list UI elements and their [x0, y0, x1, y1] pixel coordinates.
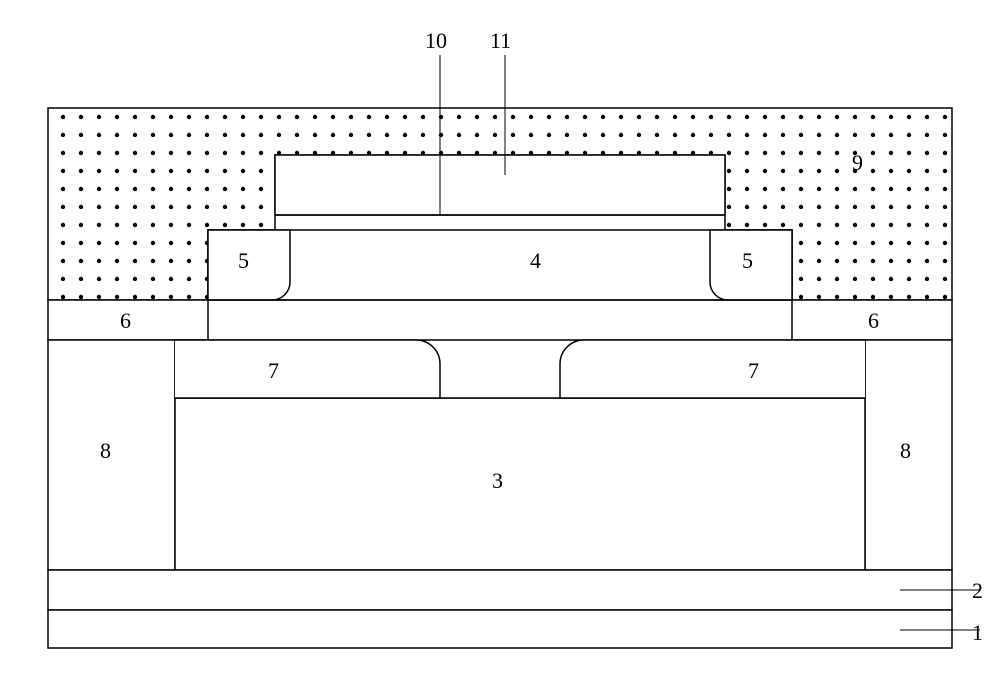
label-2: 2 [972, 578, 983, 604]
label-3: 3 [492, 468, 503, 494]
label-10: 10 [425, 28, 447, 54]
label-6-right: 6 [868, 308, 879, 334]
label-8-right: 8 [900, 438, 911, 464]
label-9: 9 [852, 150, 863, 176]
label-6-left: 6 [120, 308, 131, 334]
label-5-right: 5 [742, 248, 753, 274]
label-8-left: 8 [100, 438, 111, 464]
label-7-right: 7 [748, 358, 759, 384]
label-1: 1 [972, 620, 983, 646]
label-7-left: 7 [268, 358, 279, 384]
diagram-canvas [0, 0, 1000, 685]
label-4: 4 [530, 248, 541, 274]
label-5-left: 5 [238, 248, 249, 274]
label-11: 11 [490, 28, 511, 54]
